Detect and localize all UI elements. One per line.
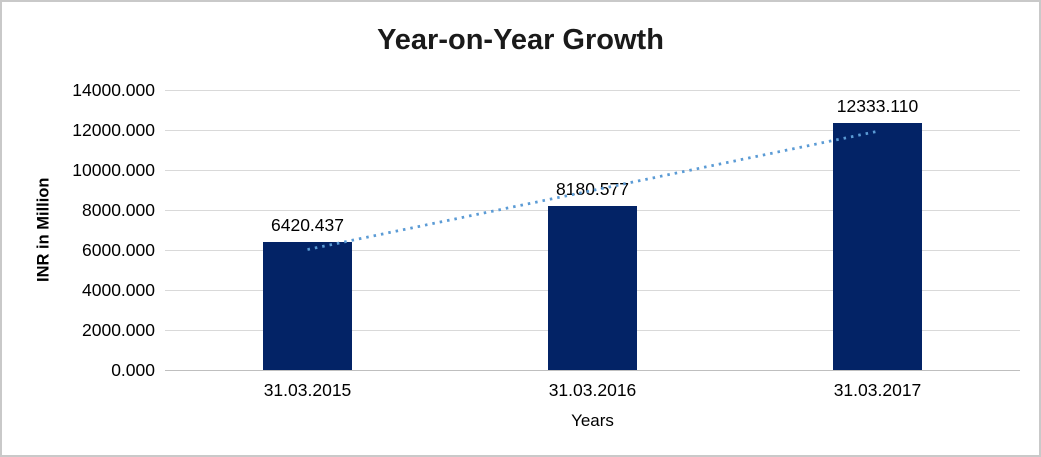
y-tick-label: 12000.000 [72, 120, 155, 140]
y-tick-label: 4000.000 [82, 280, 155, 300]
x-axis-line [165, 369, 1020, 371]
y-tick-label: 10000.000 [72, 160, 155, 180]
y-tick-label: 8000.000 [82, 200, 155, 220]
y-tick-label: 6000.000 [82, 240, 155, 260]
bar [833, 123, 922, 370]
y-tick-label: 2000.000 [82, 320, 155, 340]
x-tick-label: 31.03.2015 [263, 380, 352, 400]
gridline [165, 89, 1020, 91]
bar-value-label: 12333.110 [836, 96, 919, 117]
y-tick-label: 0.000 [111, 360, 155, 380]
x-tick-label: 31.03.2016 [548, 380, 637, 400]
bar-value-label: 8180.577 [556, 179, 629, 200]
y-tick-label: 14000.000 [72, 80, 155, 100]
bar [263, 241, 352, 370]
bar [548, 206, 637, 370]
x-tick-label: 31.03.2017 [833, 380, 922, 400]
bar-value-label: 6420.437 [271, 214, 344, 235]
x-axis-title: Years [571, 411, 614, 430]
chart-title: Year-on-Year Growth [377, 24, 664, 56]
